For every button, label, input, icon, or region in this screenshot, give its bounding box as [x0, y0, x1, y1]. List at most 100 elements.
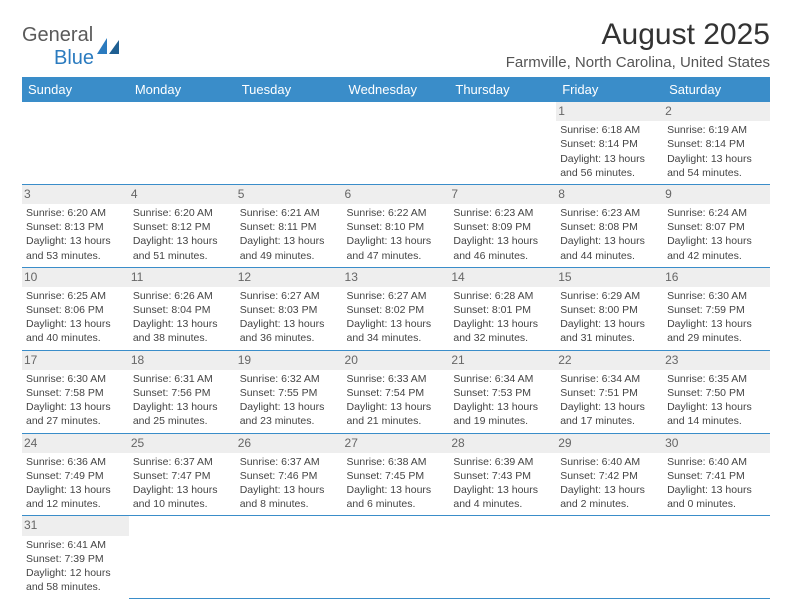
sunrise-line: Sunrise: 6:27 AM [240, 289, 339, 303]
sunrise-line: Sunrise: 6:26 AM [133, 289, 232, 303]
daylight-line: Daylight: 13 hours and 23 minutes. [240, 400, 339, 428]
sunset-line: Sunset: 8:14 PM [560, 137, 659, 151]
day-number: 24 [22, 434, 129, 453]
sunset-line: Sunset: 8:01 PM [453, 303, 552, 317]
day-number: 5 [236, 185, 343, 204]
sunrise-line: Sunrise: 6:37 AM [240, 455, 339, 469]
daylight-line: Daylight: 13 hours and 53 minutes. [26, 234, 125, 262]
sunrise-line: Sunrise: 6:39 AM [453, 455, 552, 469]
sunrise-line: Sunrise: 6:34 AM [453, 372, 552, 386]
logo-word-general: General [22, 24, 93, 46]
sunset-line: Sunset: 7:53 PM [453, 386, 552, 400]
day-number: 21 [449, 351, 556, 370]
daylight-line: Daylight: 13 hours and 14 minutes. [667, 400, 766, 428]
sunrise-line: Sunrise: 6:41 AM [26, 538, 125, 552]
daylight-line: Daylight: 13 hours and 38 minutes. [133, 317, 232, 345]
day-number: 27 [343, 434, 450, 453]
day-number: 25 [129, 434, 236, 453]
day-cell: 23Sunrise: 6:35 AMSunset: 7:50 PMDayligh… [663, 350, 770, 433]
day-cell: 20Sunrise: 6:33 AMSunset: 7:54 PMDayligh… [343, 350, 450, 433]
sunrise-line: Sunrise: 6:40 AM [667, 455, 766, 469]
sunset-line: Sunset: 8:06 PM [26, 303, 125, 317]
day-number: 30 [663, 434, 770, 453]
day-cell: 11 Sunrise: 6:26 AMSunset: 8:04 PMDayligh… [129, 267, 236, 350]
sunrise-line: Sunrise: 6:37 AM [133, 455, 232, 469]
sunset-line: Sunset: 7:41 PM [667, 469, 766, 483]
day-cell: 6Sunrise: 6:22 AMSunset: 8:10 PMDaylight… [343, 184, 450, 267]
daylight-line: Daylight: 12 hours and 58 minutes. [26, 566, 125, 594]
sunset-line: Sunset: 8:00 PM [560, 303, 659, 317]
sunrise-line: Sunrise: 6:25 AM [26, 289, 125, 303]
daylight-line: Daylight: 13 hours and 32 minutes. [453, 317, 552, 345]
empty-cell [129, 102, 236, 184]
daylight-line: Daylight: 13 hours and 54 minutes. [667, 152, 766, 180]
sunset-line: Sunset: 7:51 PM [560, 386, 659, 400]
sunrise-line: Sunrise: 6:27 AM [347, 289, 446, 303]
empty-cell [449, 102, 556, 184]
calendar-row: 1Sunrise: 6:18 AMSunset: 8:14 PMDaylight… [22, 102, 770, 184]
day-cell: 14Sunrise: 6:28 AMSunset: 8:01 PMDayligh… [449, 267, 556, 350]
sunrise-line: Sunrise: 6:23 AM [453, 206, 552, 220]
sail-icon [97, 38, 121, 56]
calendar-row: 17Sunrise: 6:30 AMSunset: 7:58 PMDayligh… [22, 350, 770, 433]
day-cell: 28Sunrise: 6:39 AMSunset: 7:43 PMDayligh… [449, 433, 556, 516]
sunrise-line: Sunrise: 6:34 AM [560, 372, 659, 386]
day-cell: 13Sunrise: 6:27 AMSunset: 8:02 PMDayligh… [343, 267, 450, 350]
sunset-line: Sunset: 8:13 PM [26, 220, 125, 234]
day-number: 3 [22, 185, 129, 204]
sunset-line: Sunset: 8:11 PM [240, 220, 339, 234]
day-number: 9 [663, 185, 770, 204]
sunset-line: Sunset: 8:08 PM [560, 220, 659, 234]
day-cell: 2Sunrise: 6:19 AMSunset: 8:14 PMDaylight… [663, 102, 770, 184]
day-number: 23 [663, 351, 770, 370]
empty-cell [129, 516, 236, 598]
sunrise-line: Sunrise: 6:20 AM [133, 206, 232, 220]
title-block: August 2025 Farmville, North Carolina, U… [506, 18, 770, 71]
daylight-line: Daylight: 13 hours and 25 minutes. [133, 400, 232, 428]
sunrise-line: Sunrise: 6:18 AM [560, 123, 659, 137]
daylight-line: Daylight: 13 hours and 12 minutes. [26, 483, 125, 511]
daylight-line: Daylight: 13 hours and 42 minutes. [667, 234, 766, 262]
sunset-line: Sunset: 7:45 PM [347, 469, 446, 483]
day-number: 20 [343, 351, 450, 370]
sunset-line: Sunset: 7:42 PM [560, 469, 659, 483]
day-cell: 15Sunrise: 6:29 AMSunset: 8:00 PMDayligh… [556, 267, 663, 350]
daylight-line: Daylight: 13 hours and 40 minutes. [26, 317, 125, 345]
day-cell: 17Sunrise: 6:30 AMSunset: 7:58 PMDayligh… [22, 350, 129, 433]
daylight-line: Daylight: 13 hours and 2 minutes. [560, 483, 659, 511]
day-number: 22 [556, 351, 663, 370]
day-cell: 27Sunrise: 6:38 AMSunset: 7:45 PMDayligh… [343, 433, 450, 516]
sunrise-line: Sunrise: 6:31 AM [133, 372, 232, 386]
sunrise-line: Sunrise: 6:33 AM [347, 372, 446, 386]
empty-cell [343, 516, 450, 598]
weekday-header: Monday [129, 77, 236, 102]
sunset-line: Sunset: 8:04 PM [133, 303, 232, 317]
daylight-line: Daylight: 13 hours and 21 minutes. [347, 400, 446, 428]
calendar-body: 1Sunrise: 6:18 AMSunset: 8:14 PMDaylight… [22, 102, 770, 598]
sunrise-line: Sunrise: 6:30 AM [26, 372, 125, 386]
empty-cell [236, 516, 343, 598]
daylight-line: Daylight: 13 hours and 6 minutes. [347, 483, 446, 511]
weekday-header: Tuesday [236, 77, 343, 102]
day-cell: 8Sunrise: 6:23 AMSunset: 8:08 PMDaylight… [556, 184, 663, 267]
day-cell: 25Sunrise: 6:37 AMSunset: 7:47 PMDayligh… [129, 433, 236, 516]
day-number: 18 [129, 351, 236, 370]
day-number: 14 [449, 268, 556, 287]
calendar-row: 24Sunrise: 6:36 AMSunset: 7:49 PMDayligh… [22, 433, 770, 516]
day-cell: 1Sunrise: 6:18 AMSunset: 8:14 PMDaylight… [556, 102, 663, 184]
empty-cell [236, 102, 343, 184]
day-number: 11 [129, 268, 236, 287]
sunset-line: Sunset: 7:56 PM [133, 386, 232, 400]
day-number: 15 [556, 268, 663, 287]
logo: GeneralBlue [22, 18, 121, 70]
daylight-line: Daylight: 13 hours and 49 minutes. [240, 234, 339, 262]
calendar-head: SundayMondayTuesdayWednesdayThursdayFrid… [22, 77, 770, 102]
daylight-line: Daylight: 13 hours and 34 minutes. [347, 317, 446, 345]
day-cell: 31Sunrise: 6:41 AMSunset: 7:39 PMDayligh… [22, 516, 129, 598]
calendar-row: 3Sunrise: 6:20 AMSunset: 8:13 PMDaylight… [22, 184, 770, 267]
daylight-line: Daylight: 13 hours and 8 minutes. [240, 483, 339, 511]
sunrise-line: Sunrise: 6:29 AM [560, 289, 659, 303]
sunrise-line: Sunrise: 6:24 AM [667, 206, 766, 220]
daylight-line: Daylight: 13 hours and 17 minutes. [560, 400, 659, 428]
sunset-line: Sunset: 7:50 PM [667, 386, 766, 400]
